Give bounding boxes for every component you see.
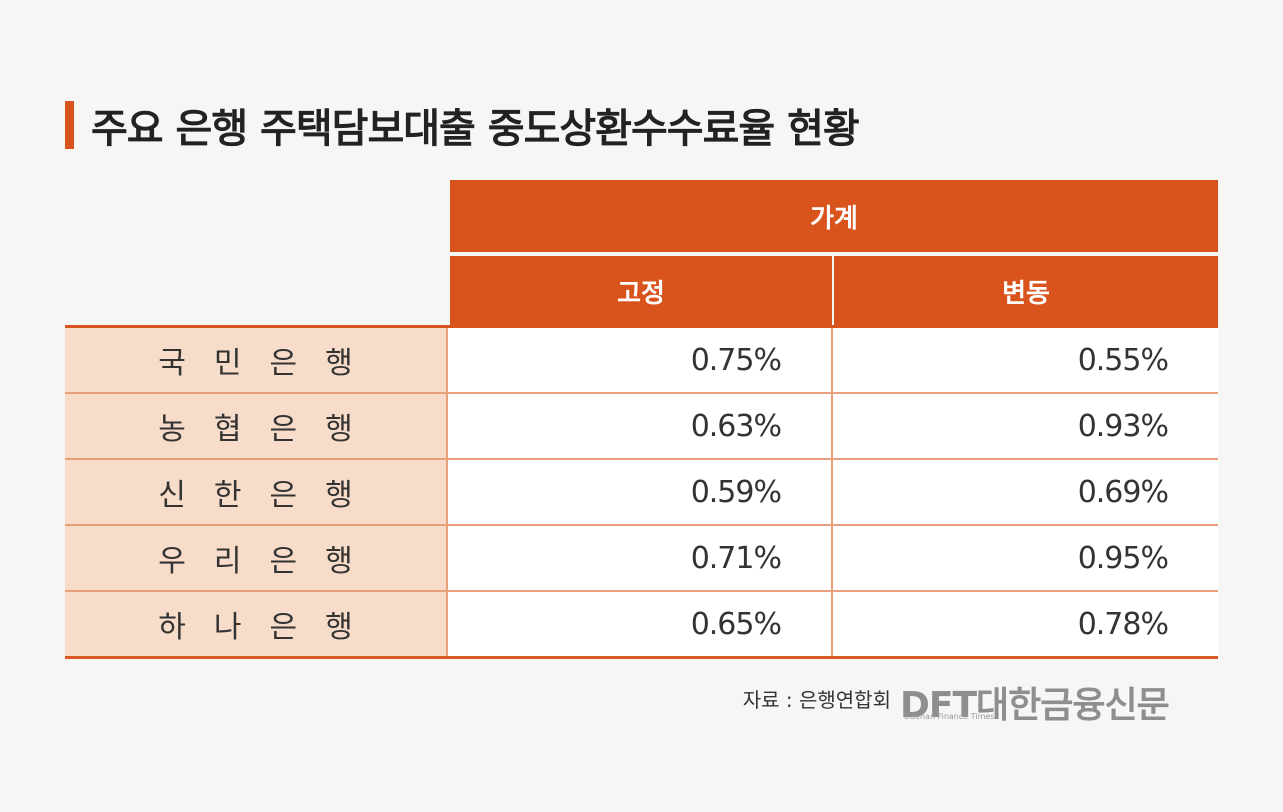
publisher-logo: DFT대한금융신문 Daehan Finance Times [900, 676, 1220, 726]
table-row: 국민은행 0.75% 0.55% [65, 328, 1218, 394]
variable-rate-cell: 0.78% [833, 592, 1218, 656]
page-title: 주요 은행 주택담보대출 중도상환수수료율 현황 [91, 106, 860, 152]
header-fixed: 고정 [450, 256, 832, 327]
table-row: 신한은행 0.59% 0.69% [65, 460, 1218, 526]
bank-name-cell: 신한은행 [65, 460, 448, 524]
table-top-rule [65, 325, 1218, 328]
fixed-rate-cell: 0.65% [448, 592, 833, 656]
variable-rate-cell: 0.93% [833, 394, 1218, 458]
fixed-rate-cell: 0.75% [448, 328, 833, 392]
title-block: 주요 은행 주택담보대출 중도상환수수료율 현황 [65, 96, 860, 154]
table-body: 국민은행 0.75% 0.55% 농협은행 0.63% 0.93% 신한은행 0… [65, 328, 1218, 659]
variable-rate-cell: 0.95% [833, 526, 1218, 590]
bank-name-cell: 농협은행 [65, 394, 448, 458]
title-accent-bar [65, 101, 74, 149]
variable-rate-cell: 0.69% [833, 460, 1218, 524]
fixed-rate-cell: 0.59% [448, 460, 833, 524]
fixed-rate-cell: 0.71% [448, 526, 833, 590]
table-row: 농협은행 0.63% 0.93% [65, 394, 1218, 460]
logo-subtitle: Daehan Finance Times [904, 712, 995, 721]
bank-name-cell: 하나은행 [65, 592, 448, 656]
variable-rate-cell: 0.55% [833, 328, 1218, 392]
logo-wordmark: DFT대한금융신문 [900, 685, 1170, 726]
header-variable: 변동 [834, 256, 1218, 327]
header-group-household: 가계 [450, 180, 1218, 252]
bank-name-cell: 우리은행 [65, 526, 448, 590]
table-row: 우리은행 0.71% 0.95% [65, 526, 1218, 592]
table-row: 하나은행 0.65% 0.78% [65, 592, 1218, 659]
source-note: 자료 : 은행연합회 [742, 688, 891, 712]
bank-name-cell: 국민은행 [65, 328, 448, 392]
fixed-rate-cell: 0.63% [448, 394, 833, 458]
